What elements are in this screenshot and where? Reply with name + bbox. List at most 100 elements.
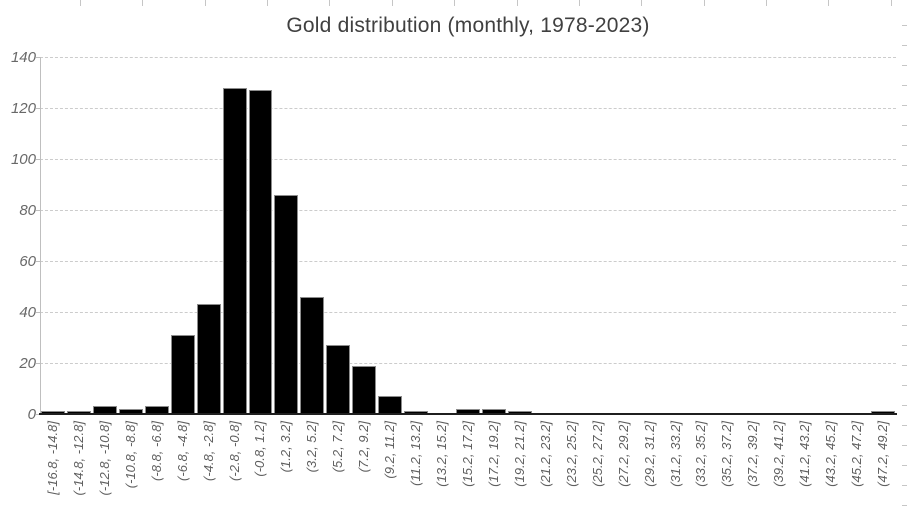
x-axis-tick-label: (1.2, 3.2] xyxy=(278,421,294,473)
gridline-140 xyxy=(40,57,896,58)
x-axis-line xyxy=(39,413,897,415)
row-grid-stub xyxy=(902,285,907,286)
x-axis-tick-label: (17.2, 19.2] xyxy=(485,421,501,487)
x-axis-tick-label: [-16.8, -14.8] xyxy=(44,421,60,495)
x-axis-tick-label: (-2.8, -0.8] xyxy=(226,421,242,481)
column-grid-stub xyxy=(828,0,829,6)
y-axis-tick-label: 20 xyxy=(19,355,36,372)
row-grid-stub xyxy=(902,165,907,166)
column-grid-stub xyxy=(704,0,705,6)
histogram-bar xyxy=(222,87,247,414)
x-axis-tick-label: (21.2, 23.2] xyxy=(537,421,553,487)
histogram-bar xyxy=(248,90,273,414)
row-grid-stub xyxy=(902,465,907,466)
row-grid-stub xyxy=(902,425,907,426)
x-axis-tick-label: (25.2, 27.2] xyxy=(589,421,605,487)
chart-title: Gold distribution (monthly, 1978-2023) xyxy=(286,14,650,37)
x-axis-tick-label: (-14.8, -12.8] xyxy=(70,421,86,496)
row-grid-stub xyxy=(902,485,907,486)
x-axis-tick-label: (47.2, 49.2] xyxy=(875,421,891,487)
y-axis-tick-60 xyxy=(36,261,40,262)
x-axis-tick-label: (3.2, 5.2] xyxy=(304,421,320,473)
y-axis-tick-120 xyxy=(36,108,40,109)
histogram-bar xyxy=(300,296,325,414)
column-grid-stub xyxy=(80,0,81,6)
y-axis-tick-0 xyxy=(36,414,40,415)
row-grid-stub xyxy=(902,85,907,86)
x-axis-tick-label: (33.2, 35.2] xyxy=(693,421,709,487)
y-axis-tick-100 xyxy=(36,159,40,160)
x-axis-tick-label: (35.2, 37.2] xyxy=(719,421,735,487)
x-axis-tick-label: (-10.8, -8.8] xyxy=(122,421,138,489)
column-grid-stub xyxy=(329,0,330,6)
row-grid-stub xyxy=(902,385,907,386)
row-grid-stub xyxy=(902,505,907,506)
y-axis-tick-20 xyxy=(36,363,40,364)
column-grid-stub xyxy=(267,0,268,6)
histogram-bar xyxy=(196,304,221,414)
column-grid-stub xyxy=(766,0,767,6)
row-grid-stub xyxy=(902,65,907,66)
histogram-bar xyxy=(170,334,195,414)
x-axis-tick-label: (5.2, 7.2] xyxy=(330,421,346,473)
x-axis-tick-label: (11.2, 13.2] xyxy=(408,421,424,486)
y-axis-tick-label: 0 xyxy=(27,406,36,423)
y-axis-tick-label: 140 xyxy=(10,49,36,66)
histogram-bar xyxy=(378,396,403,414)
row-grid-stub xyxy=(902,445,907,446)
x-axis-tick-label: (27.2, 29.2] xyxy=(615,421,631,487)
row-grid-stub xyxy=(902,125,907,126)
row-grid-stub xyxy=(902,265,907,266)
row-grid-stub xyxy=(902,225,907,226)
x-axis-tick-label: (15.2, 17.2] xyxy=(460,421,475,487)
gridline-80 xyxy=(40,210,896,211)
y-axis-tick-140 xyxy=(36,57,40,58)
row-grid-stub xyxy=(902,185,907,186)
row-grid-stub xyxy=(902,365,907,366)
row-grid-stub xyxy=(902,405,907,406)
x-axis-tick-label: (41.2, 43.2] xyxy=(797,421,813,487)
x-axis-tick-label: (-0.8, 1.2] xyxy=(252,421,268,477)
row-grid-stub xyxy=(902,245,907,246)
x-axis-tick-label: (31.2, 33.2] xyxy=(667,421,683,487)
x-axis-tick-label: (29.2, 31.2] xyxy=(641,421,657,487)
y-axis-line xyxy=(40,57,41,414)
y-axis-tick-label: 100 xyxy=(10,151,36,168)
x-axis-tick-label: (-4.8, -2.8] xyxy=(200,421,216,481)
row-grid-stub xyxy=(902,205,907,206)
column-grid-stub xyxy=(517,0,518,6)
y-axis-tick-80 xyxy=(36,210,40,211)
y-axis-tick-label: 40 xyxy=(19,304,36,321)
column-grid-stub xyxy=(142,0,143,6)
column-grid-stub xyxy=(641,0,642,6)
column-grid-stub xyxy=(579,0,580,6)
histogram-bar xyxy=(274,194,299,414)
row-grid-stub xyxy=(902,145,907,146)
histogram-bar xyxy=(326,345,351,414)
row-grid-stub xyxy=(902,25,907,26)
x-axis-tick-label: (13.2, 15.2] xyxy=(434,421,450,487)
row-grid-stub xyxy=(902,345,907,346)
column-grid-stub xyxy=(205,0,206,6)
gridline-100 xyxy=(40,159,896,160)
gridline-60 xyxy=(40,261,896,262)
column-grid-stub xyxy=(392,0,393,6)
y-axis-tick-label: 80 xyxy=(19,202,36,219)
gridline-120 xyxy=(40,108,896,109)
x-axis-tick-label: (19.2, 21.2] xyxy=(511,421,527,487)
x-axis-tick-label: (37.2, 39.2] xyxy=(745,421,761,487)
x-axis-tick-label: (45.2, 47.2] xyxy=(849,421,865,487)
y-axis-tick-label: 60 xyxy=(19,253,36,270)
gridline-40 xyxy=(40,312,896,313)
gridline-20 xyxy=(40,363,896,364)
row-grid-stub xyxy=(902,305,907,306)
x-axis-tick-label: (43.2, 45.2] xyxy=(823,421,839,487)
x-axis-tick-label: (39.2, 41.2] xyxy=(771,421,787,487)
column-grid-stub xyxy=(454,0,455,6)
x-axis-tick-label: (-12.8, -10.8] xyxy=(96,421,112,496)
row-grid-stub xyxy=(902,325,907,326)
row-grid-stub xyxy=(902,45,907,46)
histogram-bar xyxy=(352,365,377,414)
